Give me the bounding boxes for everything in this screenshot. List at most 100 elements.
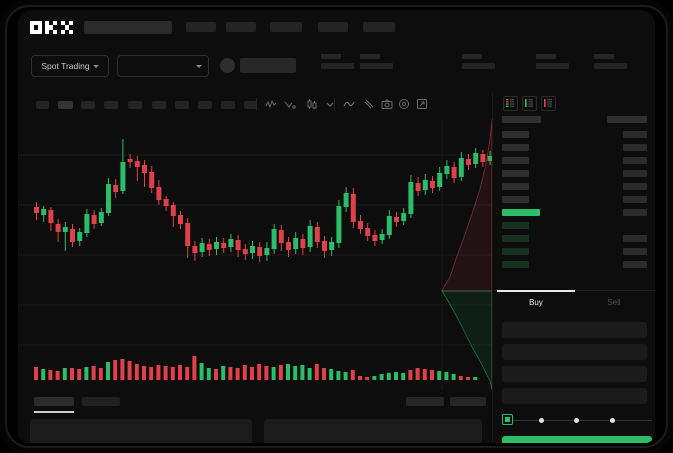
timeframe-button[interactable] bbox=[36, 101, 49, 109]
market-type-label: Spot Trading bbox=[41, 61, 90, 71]
trendline-icon[interactable] bbox=[283, 97, 297, 111]
orderbook-row-amount bbox=[623, 196, 647, 203]
order-field[interactable] bbox=[502, 366, 647, 382]
orderbook-row-amount bbox=[623, 261, 647, 268]
nav-item[interactable] bbox=[363, 22, 395, 32]
timeframe-button[interactable] bbox=[128, 101, 142, 109]
magnet-icon[interactable] bbox=[362, 97, 376, 111]
orderbook-row-bid[interactable] bbox=[502, 222, 529, 229]
orders-tab[interactable] bbox=[82, 397, 120, 406]
orderbook-row-amount bbox=[623, 144, 647, 151]
timeframe-button[interactable] bbox=[104, 101, 118, 109]
nav-item[interactable] bbox=[318, 22, 348, 32]
camera-icon[interactable] bbox=[380, 97, 394, 111]
app-screen: OKX Spot Trading bbox=[18, 10, 655, 443]
okx-logo[interactable]: OKX bbox=[30, 21, 74, 34]
orderbook-row-bid[interactable] bbox=[502, 261, 529, 268]
toolbar-separator bbox=[334, 98, 335, 111]
last-price-value bbox=[240, 58, 296, 73]
ticker-stat bbox=[462, 54, 495, 69]
nav-item[interactable] bbox=[186, 22, 216, 32]
orderbook-row-ask[interactable] bbox=[502, 183, 529, 190]
ticker-stat bbox=[594, 54, 627, 69]
ticker-stat bbox=[536, 54, 569, 69]
orderbook-both-icon[interactable] bbox=[503, 96, 518, 111]
ticker-stat-label bbox=[360, 54, 380, 59]
chart-toolbar bbox=[18, 92, 492, 120]
order-panel: Buy Sell bbox=[492, 92, 655, 443]
tab-sell[interactable]: Sell bbox=[607, 298, 621, 307]
fullscreen-icon[interactable] bbox=[415, 97, 429, 111]
indicator-icon[interactable] bbox=[264, 97, 278, 111]
orderbook-rows[interactable] bbox=[493, 116, 655, 287]
orders-action-button[interactable] bbox=[406, 397, 444, 406]
settings-icon[interactable] bbox=[397, 97, 411, 111]
tab-buy[interactable]: Buy bbox=[529, 298, 543, 307]
timeframe-button[interactable] bbox=[221, 101, 235, 109]
orderbook-row-amount bbox=[623, 209, 647, 216]
timeframe-button[interactable] bbox=[244, 101, 257, 109]
search-input[interactable] bbox=[84, 21, 172, 34]
orderbook-column-header bbox=[607, 116, 647, 123]
orders-action-button[interactable] bbox=[450, 397, 486, 406]
order-field[interactable] bbox=[502, 388, 647, 404]
ticker-stat-value bbox=[462, 63, 495, 69]
orderbook-row-amount bbox=[623, 170, 647, 177]
orderbook-row-ask[interactable] bbox=[502, 170, 529, 177]
orderbook-row-ask[interactable] bbox=[502, 131, 529, 138]
active-tab-underline bbox=[34, 411, 74, 413]
order-form bbox=[493, 320, 655, 404]
nav-item[interactable] bbox=[270, 22, 302, 32]
orderbook-row-ask[interactable] bbox=[502, 196, 529, 203]
orderbook-row-bid[interactable] bbox=[502, 248, 529, 255]
ticker-stat-label bbox=[536, 54, 556, 59]
orderbook-column-header bbox=[502, 116, 541, 123]
slider-handle[interactable] bbox=[502, 414, 513, 425]
slider-stop[interactable] bbox=[539, 417, 544, 423]
ticker-stat-label bbox=[462, 54, 482, 59]
orders-tab-bar bbox=[18, 390, 492, 416]
orderbook-bids-icon[interactable] bbox=[522, 96, 537, 111]
submit-order-button[interactable] bbox=[502, 436, 652, 443]
nav-item[interactable] bbox=[226, 22, 256, 32]
candles-type-icon[interactable] bbox=[305, 97, 319, 111]
orders-panel[interactable] bbox=[264, 419, 482, 443]
ticker-stat-label bbox=[594, 54, 614, 59]
timeframe-button[interactable] bbox=[175, 101, 189, 109]
orders-panel[interactable] bbox=[30, 419, 252, 443]
chevron-down-icon[interactable] bbox=[323, 97, 337, 111]
ticker-stat-value bbox=[594, 63, 627, 69]
orders-tab[interactable] bbox=[34, 397, 74, 406]
market-type-dropdown[interactable]: Spot Trading bbox=[31, 55, 109, 77]
amount-slider[interactable] bbox=[502, 414, 652, 426]
slider-track bbox=[506, 419, 652, 421]
toolbar-separator bbox=[256, 98, 257, 111]
timeframe-button[interactable] bbox=[152, 101, 166, 109]
slider-stop[interactable] bbox=[610, 417, 615, 423]
orderbook-row-ask[interactable] bbox=[502, 157, 529, 164]
order-field[interactable] bbox=[502, 344, 647, 360]
depth-chart-overlay bbox=[441, 119, 492, 390]
trading-pair-dropdown[interactable] bbox=[117, 55, 209, 77]
slider-stop[interactable] bbox=[574, 417, 579, 423]
orderbook-row-ask[interactable] bbox=[502, 144, 529, 151]
line-chart-icon[interactable] bbox=[342, 97, 356, 111]
orderbook-row-amount bbox=[623, 183, 647, 190]
price-chart-panel[interactable] bbox=[18, 119, 492, 390]
orderbook-row-bid[interactable] bbox=[502, 235, 529, 242]
ticker-stat-label bbox=[321, 54, 341, 59]
active-tab-underline bbox=[497, 290, 575, 292]
orderbook-row-amount bbox=[623, 131, 647, 138]
chevron-down-icon bbox=[196, 64, 202, 68]
timeframe-button[interactable] bbox=[198, 101, 212, 109]
buy-sell-tabs: Buy Sell bbox=[493, 290, 655, 317]
timeframe-button[interactable] bbox=[58, 101, 73, 109]
orderbook-asks-icon[interactable] bbox=[541, 96, 556, 111]
order-field[interactable] bbox=[502, 322, 647, 338]
timeframe-button[interactable] bbox=[81, 101, 95, 109]
ticker-stat-value bbox=[321, 63, 354, 69]
orders-content-area bbox=[18, 415, 492, 443]
ticker-stat-value bbox=[536, 63, 569, 69]
orderbook-row-selected[interactable] bbox=[502, 209, 540, 216]
